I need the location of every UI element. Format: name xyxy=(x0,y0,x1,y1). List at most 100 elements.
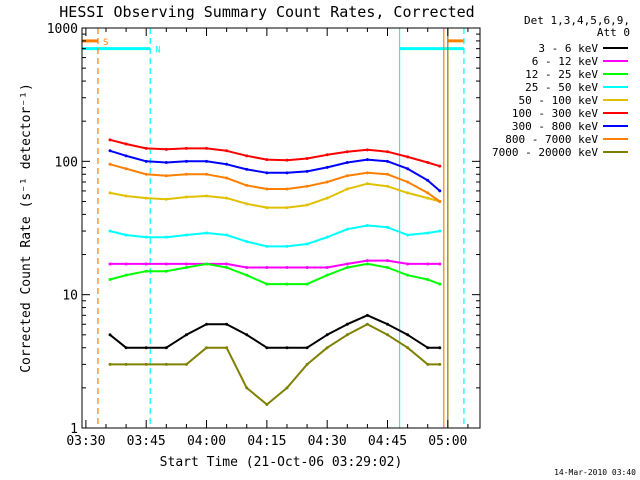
series-point xyxy=(345,227,349,231)
series-point xyxy=(386,184,390,188)
series-point xyxy=(386,225,390,229)
legend-entry-label: 3 - 6 keV xyxy=(538,42,598,55)
series-point xyxy=(426,262,430,266)
series-line-5 xyxy=(109,182,441,209)
series-point xyxy=(426,191,430,195)
series-point xyxy=(438,164,442,168)
series-point xyxy=(406,167,410,171)
series-point xyxy=(406,233,410,237)
series-point xyxy=(245,154,249,158)
series-point xyxy=(406,155,410,159)
series-point xyxy=(205,159,209,163)
series-point xyxy=(225,196,229,200)
series-point xyxy=(325,333,329,337)
x-axis-ticks: 03:30 03:45 04:00 04:15 04:30 04:45 05:00 xyxy=(66,28,469,449)
series-point xyxy=(184,172,188,176)
series-point xyxy=(285,265,289,269)
series-point xyxy=(144,172,148,176)
series-point xyxy=(285,171,289,175)
series-point xyxy=(225,233,229,237)
series-point xyxy=(184,265,188,269)
series-point xyxy=(325,153,329,157)
series-point xyxy=(265,158,269,162)
x-axis-label: Start Time (21-Oct-06 03:29:02) xyxy=(160,455,403,470)
series-point xyxy=(124,233,128,237)
series-line-8 xyxy=(109,163,441,203)
series-point xyxy=(285,346,289,350)
series-point xyxy=(184,195,188,199)
series-point xyxy=(164,262,168,266)
series-point xyxy=(108,138,112,142)
series-point xyxy=(205,172,209,176)
series-point xyxy=(325,165,329,169)
series-point xyxy=(124,154,128,158)
series-point xyxy=(184,146,188,150)
series-point xyxy=(285,282,289,286)
series-point xyxy=(265,346,269,350)
series-point xyxy=(225,162,229,166)
series-point xyxy=(245,273,249,277)
series-point xyxy=(225,322,229,326)
series-point xyxy=(365,148,369,152)
series-point xyxy=(365,224,369,228)
legend-entry-label: 6 - 12 keV xyxy=(532,55,599,68)
flag-label: N xyxy=(155,46,160,56)
series-point xyxy=(426,196,430,200)
series-point xyxy=(365,322,369,326)
series-point xyxy=(265,265,269,269)
series-point xyxy=(108,191,112,195)
series-point xyxy=(406,333,410,337)
series-point xyxy=(285,244,289,248)
series-point xyxy=(184,362,188,366)
series-point xyxy=(205,146,209,150)
series-point xyxy=(426,346,430,350)
series-point xyxy=(144,346,148,350)
series-point xyxy=(305,242,309,246)
series-point xyxy=(285,206,289,210)
series-point xyxy=(164,362,168,366)
series-point xyxy=(406,346,410,350)
series-point xyxy=(164,161,168,165)
series-point xyxy=(164,269,168,273)
series-point xyxy=(124,167,128,171)
series-point xyxy=(438,229,442,233)
legend-header: Att 0 xyxy=(597,26,630,39)
x-tick-label: 04:30 xyxy=(308,434,347,449)
series-point xyxy=(345,265,349,269)
legend-entry-label: 7000 - 20000 keV xyxy=(492,146,598,159)
series-point xyxy=(386,333,390,337)
series-point xyxy=(305,265,309,269)
series-line-9 xyxy=(110,323,440,406)
series-point xyxy=(325,273,329,277)
legend-entry-label: 12 - 25 keV xyxy=(525,68,598,81)
series-point xyxy=(365,171,369,175)
x-tick-label: 04:15 xyxy=(247,434,286,449)
series-point xyxy=(124,346,128,350)
series-point xyxy=(245,183,249,187)
series-point xyxy=(225,149,229,153)
series-line-2 xyxy=(110,259,440,269)
legend-entry-label: 25 - 50 keV xyxy=(525,81,598,94)
series-point xyxy=(265,206,269,210)
series-point xyxy=(108,277,112,281)
series-point xyxy=(305,203,309,207)
series-point xyxy=(325,235,329,239)
series-point xyxy=(245,167,249,171)
series-point xyxy=(386,322,390,326)
series-point xyxy=(386,150,390,154)
timestamp-label: 14-Mar-2010 03:40 xyxy=(554,468,636,477)
series-point xyxy=(265,244,269,248)
series-point xyxy=(184,159,188,163)
series-point xyxy=(164,235,168,239)
series-point xyxy=(205,231,209,235)
series-point xyxy=(345,333,349,337)
x-tick-label: 04:45 xyxy=(368,434,407,449)
x-tick-label: 03:45 xyxy=(127,434,166,449)
series-point xyxy=(184,262,188,266)
x-tick-label: 04:00 xyxy=(187,434,226,449)
series-point xyxy=(386,172,390,176)
series-point xyxy=(438,346,442,350)
series-point xyxy=(144,269,148,273)
y-tick-label: 1000 xyxy=(47,22,78,37)
